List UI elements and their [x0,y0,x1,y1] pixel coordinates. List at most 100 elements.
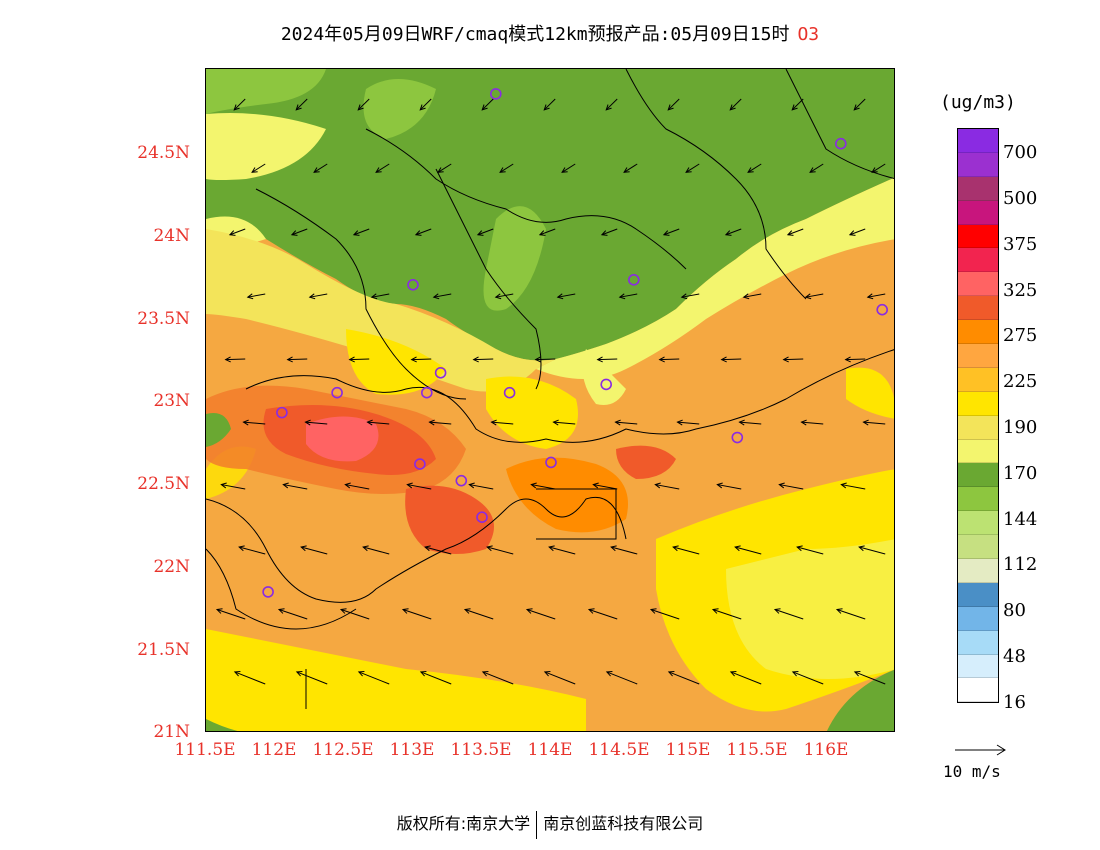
wind-vector-icon [233,98,246,111]
monitoring-station-marker [262,586,274,598]
lon-tick: 112E [251,740,297,760]
wind-vector-icon [773,608,804,620]
wind-vector-icon [233,670,266,685]
legend-swatch [958,415,998,440]
wind-vector-icon [486,545,514,555]
wind-vector-icon [419,98,432,111]
wind-vector-icon [238,545,266,555]
legend-label: 700 [1003,142,1038,163]
monitoring-station-marker [489,88,502,100]
boundary-line [625,69,807,300]
legend-label: 225 [1003,371,1038,392]
wind-vector-icon [738,419,762,426]
monitoring-station-marker [600,378,613,391]
title-text: 2024年05月09日WRF/cmaq模式12km预报产品:05月09日15时 [280,24,790,45]
color-legend [957,128,999,704]
monitoring-station-marker [876,303,889,316]
wind-vector-icon [300,545,328,555]
lon-tick: 113E [389,740,435,760]
legend-label: 144 [1003,509,1038,530]
monitoring-station-marker [276,406,288,419]
species-label: O3 [797,24,820,45]
legend-label: 500 [1003,188,1038,209]
legend-swatch [958,606,998,631]
wind-vector-icon [366,419,390,426]
legend-swatch [958,559,998,583]
wind-vector-icon [711,608,742,620]
wind-vector-icon [348,356,370,363]
wind-vector-icon [858,545,886,555]
wind-vector-icon [618,293,638,300]
wind-vector-icon [530,482,556,490]
monitoring-station-marker [834,137,847,150]
wind-vector-icon [866,293,886,300]
wind-vector-icon [862,419,886,426]
legend-swatch [958,272,998,297]
forecast-map [205,68,895,732]
wind-vector-icon [543,670,576,685]
wind-vector-icon [525,608,556,620]
wind-vector-icon [308,293,328,300]
wind-vector-icon [796,545,824,555]
wind-vector-icon [587,608,618,620]
monitoring-station-marker [627,274,640,286]
lat-tick: 23N [153,391,190,411]
wind-vector-icon [835,608,866,620]
wind-vector-icon [476,228,494,236]
legend-label: 48 [1003,646,1026,667]
lat-tick: 22N [153,557,190,577]
legend-swatch [958,439,998,464]
boundary-line [536,488,617,540]
legend-swatch [958,200,998,225]
wind-vector-icon [481,670,514,685]
legend-swatch [958,654,998,679]
wind-vector-icon [304,419,328,426]
wind-vector-icon [490,419,514,426]
wind-vector-icon [614,419,638,426]
monitoring-station-marker [421,386,433,399]
legend-swatch [958,129,998,153]
wind-vector-icon [352,228,370,236]
wind-vector-icon [720,356,742,363]
lon-tick: 116E [803,740,849,760]
wind-vector-icon [437,163,452,173]
wind-vector-icon [215,608,246,620]
boundary-line [245,349,894,443]
monitoring-station-marker [731,431,744,444]
legend-swatch [958,320,998,345]
wind-vector-icon [242,419,266,426]
wind-vector-icon [251,163,266,173]
o3-concentration-map [206,69,894,731]
wind-vector-icon [676,419,700,426]
wind-vector-icon [716,482,742,490]
wind-vector-icon [596,356,618,363]
wind-vector-icon [339,608,370,620]
wind-vector-icon [375,163,390,173]
wind-vector-icon [543,98,556,111]
legend-swatch [958,344,998,368]
wind-vector-icon [282,482,308,490]
wind-vector-icon [840,482,866,490]
monitoring-station-marker [476,511,488,524]
monitoring-station-marker [434,366,447,379]
lat-tick: 21N [153,722,190,742]
legend-swatch [958,391,998,416]
legend-swatch [958,176,998,201]
wind-vector-icon [680,293,700,300]
legend-swatch [958,630,998,655]
legend-label: 325 [1003,280,1038,301]
wind-vector-icon [605,98,618,111]
boundary-line [785,69,894,179]
monitoring-station-marker [331,386,343,399]
legend-swatch [958,511,998,536]
wind-vector-icon [672,545,700,555]
wind-vector-icon [313,163,328,173]
lat-tick: 24N [153,226,190,246]
wind-scale-arrow-icon [955,744,1006,756]
legend-swatch [958,535,998,560]
legend-unit: (ug/m3) [940,92,1016,113]
wind-vector-icon [401,608,432,620]
wind-vector-icon [734,545,762,555]
wind-vector-icon [742,293,762,300]
wind-vector-icon [778,482,804,490]
